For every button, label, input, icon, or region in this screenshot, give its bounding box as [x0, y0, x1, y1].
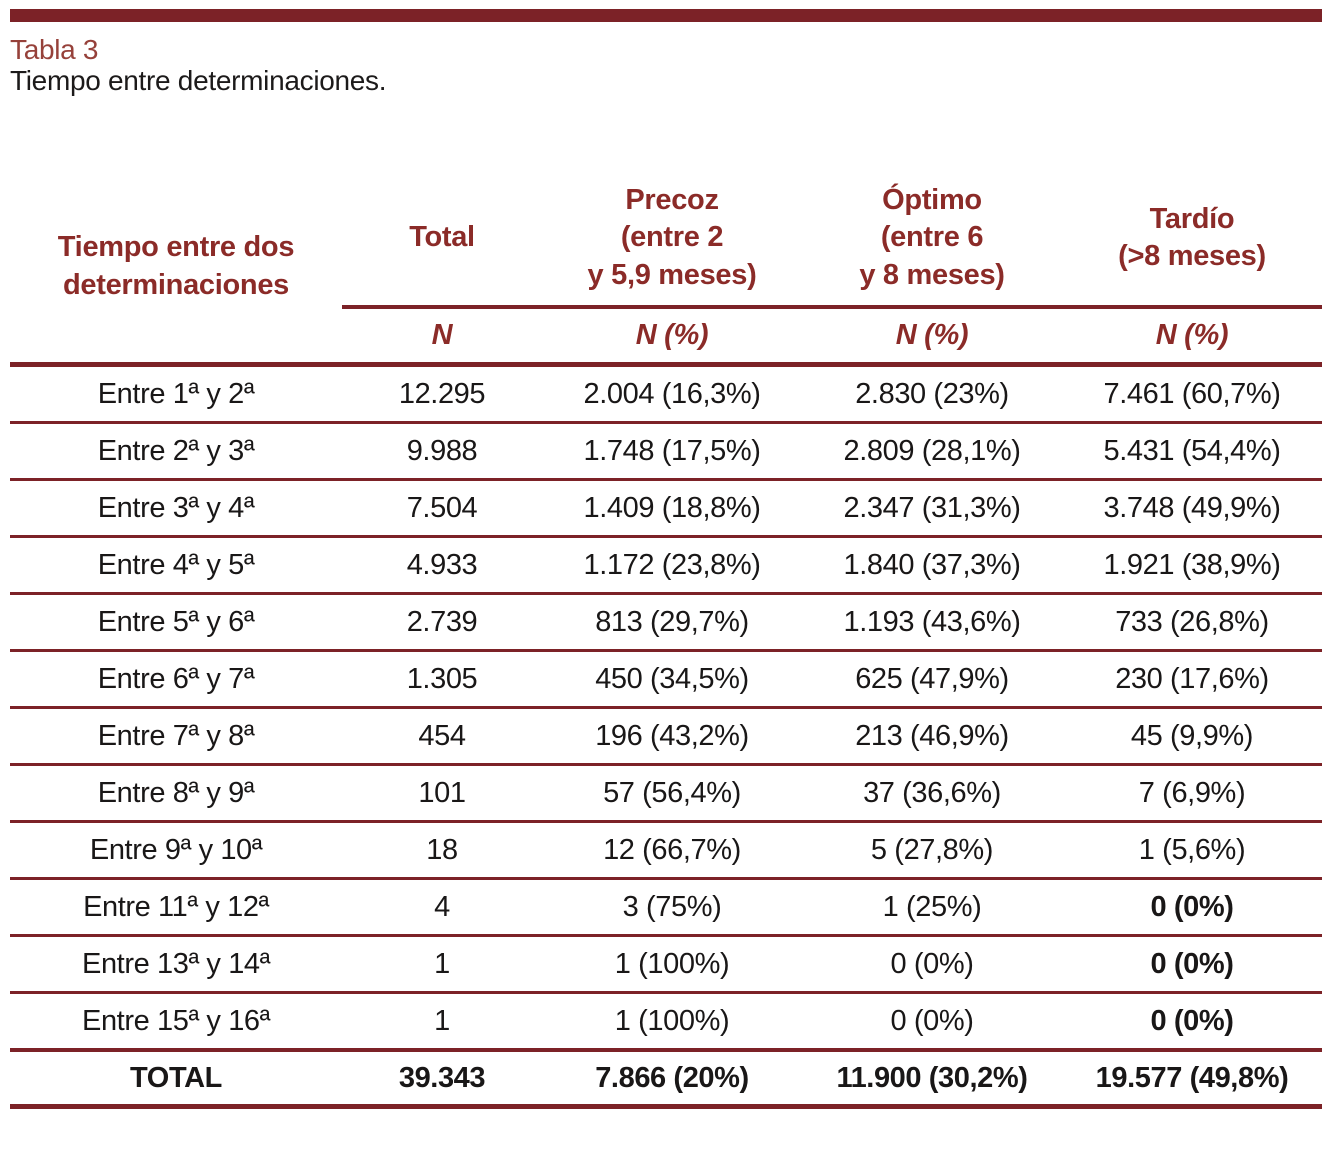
column-header-precoz: Precoz (entre 2 y 5,9 meses)	[542, 171, 802, 310]
table-number-label: Tabla 3	[10, 34, 99, 65]
cell-total: 4	[342, 878, 542, 938]
cell-precoz: 1 (100%)	[542, 992, 802, 1053]
cell-precoz: 57 (56,4%)	[542, 764, 802, 824]
total-cell-tardio: 19.577 (49,8%)	[1062, 1050, 1322, 1110]
table-row: Entre 4ª y 5ª 4.933 1.172 (23,8%) 1.840 …	[10, 536, 1322, 596]
cell-precoz: 2.004 (16,3%)	[542, 364, 802, 425]
cell-tardio: 1 (5,6%)	[1062, 821, 1322, 881]
cell-optimo: 213 (46,9%)	[802, 707, 1062, 767]
column-header-optimo: Óptimo (entre 6 y 8 meses)	[802, 171, 1062, 310]
cell-precoz: 450 (34,5%)	[542, 650, 802, 710]
row-label: Entre 4ª y 5ª	[10, 536, 342, 596]
total-cell-optimo: 11.900 (30,2%)	[802, 1050, 1062, 1110]
subheader-total-n: N	[342, 307, 542, 368]
cell-total: 7.504	[342, 479, 542, 539]
cell-tardio: 3.748 (49,9%)	[1062, 479, 1322, 539]
cell-precoz: 12 (66,7%)	[542, 821, 802, 881]
cell-tardio: 45 (9,9%)	[1062, 707, 1322, 767]
subheader-tardio-n-pct: N (%)	[1062, 307, 1322, 368]
cell-tardio: 230 (17,6%)	[1062, 650, 1322, 710]
table-caption: Tiempo entre determinaciones.	[10, 65, 387, 97]
data-table: Tiempo entre dos determinaciones Total P…	[10, 171, 1322, 1110]
total-row-label: TOTAL	[10, 1050, 342, 1110]
table-row: Entre 9ª y 10ª 18 12 (66,7%) 5 (27,8%) 1…	[10, 821, 1322, 881]
cell-precoz: 1 (100%)	[542, 935, 802, 995]
total-cell-precoz: 7.866 (20%)	[542, 1050, 802, 1110]
cell-total: 4.933	[342, 536, 542, 596]
total-cell-total: 39.343	[342, 1050, 542, 1110]
total-row: TOTAL 39.343 7.866 (20%) 11.900 (30,2%) …	[10, 1050, 1322, 1110]
table-row: Entre 5ª y 6ª 2.739 813 (29,7%) 1.193 (4…	[10, 593, 1322, 653]
table-row: Entre 15ª y 16ª 1 1 (100%) 0 (0%) 0 (0%)	[10, 992, 1322, 1053]
table-row: Entre 3ª y 4ª 7.504 1.409 (18,8%) 2.347 …	[10, 479, 1322, 539]
row-label: Entre 5ª y 6ª	[10, 593, 342, 653]
cell-tardio: 1.921 (38,9%)	[1062, 536, 1322, 596]
row-label: Entre 7ª y 8ª	[10, 707, 342, 767]
cell-tardio: 7 (6,9%)	[1062, 764, 1322, 824]
cell-optimo: 2.830 (23%)	[802, 364, 1062, 425]
table-body: Entre 1ª y 2ª 12.295 2.004 (16,3%) 2.830…	[10, 364, 1322, 1053]
cell-precoz: 3 (75%)	[542, 878, 802, 938]
table-row: Entre 6ª y 7ª 1.305 450 (34,5%) 625 (47,…	[10, 650, 1322, 710]
subheader-optimo-n-pct: N (%)	[802, 307, 1062, 368]
cell-precoz: 813 (29,7%)	[542, 593, 802, 653]
cell-optimo: 37 (36,6%)	[802, 764, 1062, 824]
cell-optimo: 625 (47,9%)	[802, 650, 1062, 710]
column-header-tardio: Tardío (>8 meses)	[1062, 171, 1322, 310]
cell-tardio: 733 (26,8%)	[1062, 593, 1322, 653]
cell-optimo: 2.809 (28,1%)	[802, 422, 1062, 482]
cell-optimo: 1.193 (43,6%)	[802, 593, 1062, 653]
table-row: Entre 8ª y 9ª 101 57 (56,4%) 37 (36,6%) …	[10, 764, 1322, 824]
row-label: Entre 11ª y 12ª	[10, 878, 342, 938]
cell-precoz: 1.748 (17,5%)	[542, 422, 802, 482]
row-label: Entre 9ª y 10ª	[10, 821, 342, 881]
table-row: Entre 13ª y 14ª 1 1 (100%) 0 (0%) 0 (0%)	[10, 935, 1322, 995]
cell-optimo: 1.840 (37,3%)	[802, 536, 1062, 596]
cell-optimo: 0 (0%)	[802, 935, 1062, 995]
cell-tardio: 0 (0%)	[1062, 992, 1322, 1053]
cell-optimo: 1 (25%)	[802, 878, 1062, 938]
cell-total: 101	[342, 764, 542, 824]
table-row: Entre 1ª y 2ª 12.295 2.004 (16,3%) 2.830…	[10, 364, 1322, 425]
cell-optimo: 2.347 (31,3%)	[802, 479, 1062, 539]
cell-total: 2.739	[342, 593, 542, 653]
top-accent-bar	[10, 9, 1322, 22]
cell-precoz: 196 (43,2%)	[542, 707, 802, 767]
table-row: Entre 7ª y 8ª 454 196 (43,2%) 213 (46,9%…	[10, 707, 1322, 767]
cell-optimo: 5 (27,8%)	[802, 821, 1062, 881]
cell-total: 9.988	[342, 422, 542, 482]
cell-tardio: 5.431 (54,4%)	[1062, 422, 1322, 482]
row-label: Entre 8ª y 9ª	[10, 764, 342, 824]
cell-tardio: 0 (0%)	[1062, 878, 1322, 938]
group-header-row: Tiempo entre dos determinaciones Total P…	[10, 171, 1322, 368]
cell-total: 1	[342, 992, 542, 1053]
cell-total: 454	[342, 707, 542, 767]
cell-total: 1.305	[342, 650, 542, 710]
cell-optimo: 0 (0%)	[802, 992, 1062, 1053]
row-label: Entre 13ª y 14ª	[10, 935, 342, 995]
cell-precoz: 1.409 (18,8%)	[542, 479, 802, 539]
cell-precoz: 1.172 (23,8%)	[542, 536, 802, 596]
row-label: Entre 2ª y 3ª	[10, 422, 342, 482]
row-label: Entre 15ª y 16ª	[10, 992, 342, 1053]
subheader-precoz-n-pct: N (%)	[542, 307, 802, 368]
cell-total: 1	[342, 935, 542, 995]
table-row: Entre 2ª y 3ª 9.988 1.748 (17,5%) 2.809 …	[10, 422, 1322, 482]
column-header-tiempo: Tiempo entre dos determinaciones	[10, 171, 342, 368]
row-label: Entre 1ª y 2ª	[10, 364, 342, 425]
subheader-row: N N (%) N (%) N (%)	[10, 307, 1322, 368]
row-label: Entre 3ª y 4ª	[10, 479, 342, 539]
column-header-total: Total	[342, 171, 542, 310]
table-footer: TOTAL 39.343 7.866 (20%) 11.900 (30,2%) …	[10, 1050, 1322, 1110]
cell-total: 18	[342, 821, 542, 881]
row-label: Entre 6ª y 7ª	[10, 650, 342, 710]
table-row: Entre 11ª y 12ª 4 3 (75%) 1 (25%) 0 (0%)	[10, 878, 1322, 938]
cell-total: 12.295	[342, 364, 542, 425]
cell-tardio: 7.461 (60,7%)	[1062, 364, 1322, 425]
table-header: Tiempo entre dos determinaciones Total P…	[10, 171, 1322, 368]
cell-tardio: 0 (0%)	[1062, 935, 1322, 995]
